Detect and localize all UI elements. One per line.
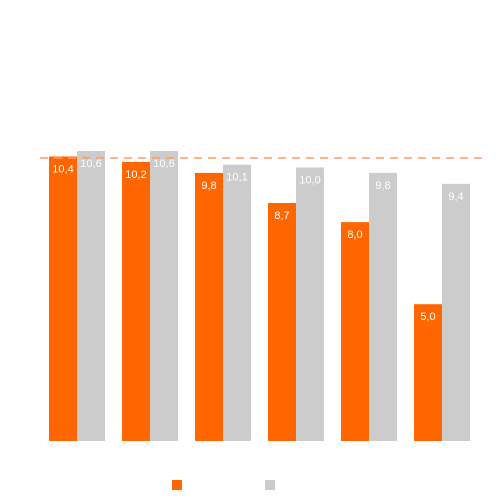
bar-s2-3 (223, 164, 251, 441)
bar-s2-4 (296, 167, 324, 441)
bar-s1-4 (268, 202, 296, 441)
data-label-s1-3: 9,8 (201, 180, 216, 192)
bar-s2-1 (77, 151, 105, 441)
data-label-s2-3: 10,1 (226, 172, 247, 184)
legend-swatch-1 (172, 480, 182, 490)
data-label-s2-2: 10,6 (153, 158, 174, 170)
bar-s2-6 (442, 183, 470, 441)
bar-s1-6 (414, 304, 442, 441)
data-label-s1-4: 8,7 (274, 210, 289, 222)
data-label-s2-1: 10,6 (80, 158, 101, 170)
data-label-s1-1: 10,4 (52, 163, 73, 175)
data-label-s1-6: 5,0 (420, 311, 435, 323)
data-label-s2-5: 9,8 (375, 180, 390, 192)
bar-s1-2 (122, 161, 150, 441)
data-label-s1-2: 10,2 (125, 169, 146, 181)
data-label-s2-6: 9,4 (448, 191, 463, 203)
data-label-s1-5: 8,0 (347, 229, 362, 241)
bar-s1-5 (341, 222, 369, 441)
bar-s2-5 (369, 172, 397, 442)
legend-swatch-2 (265, 480, 275, 490)
data-label-s2-4: 10,0 (299, 174, 320, 186)
bar-s1-3 (195, 172, 223, 442)
bar-s2-2 (150, 151, 178, 441)
bar-s1-1 (49, 156, 77, 442)
